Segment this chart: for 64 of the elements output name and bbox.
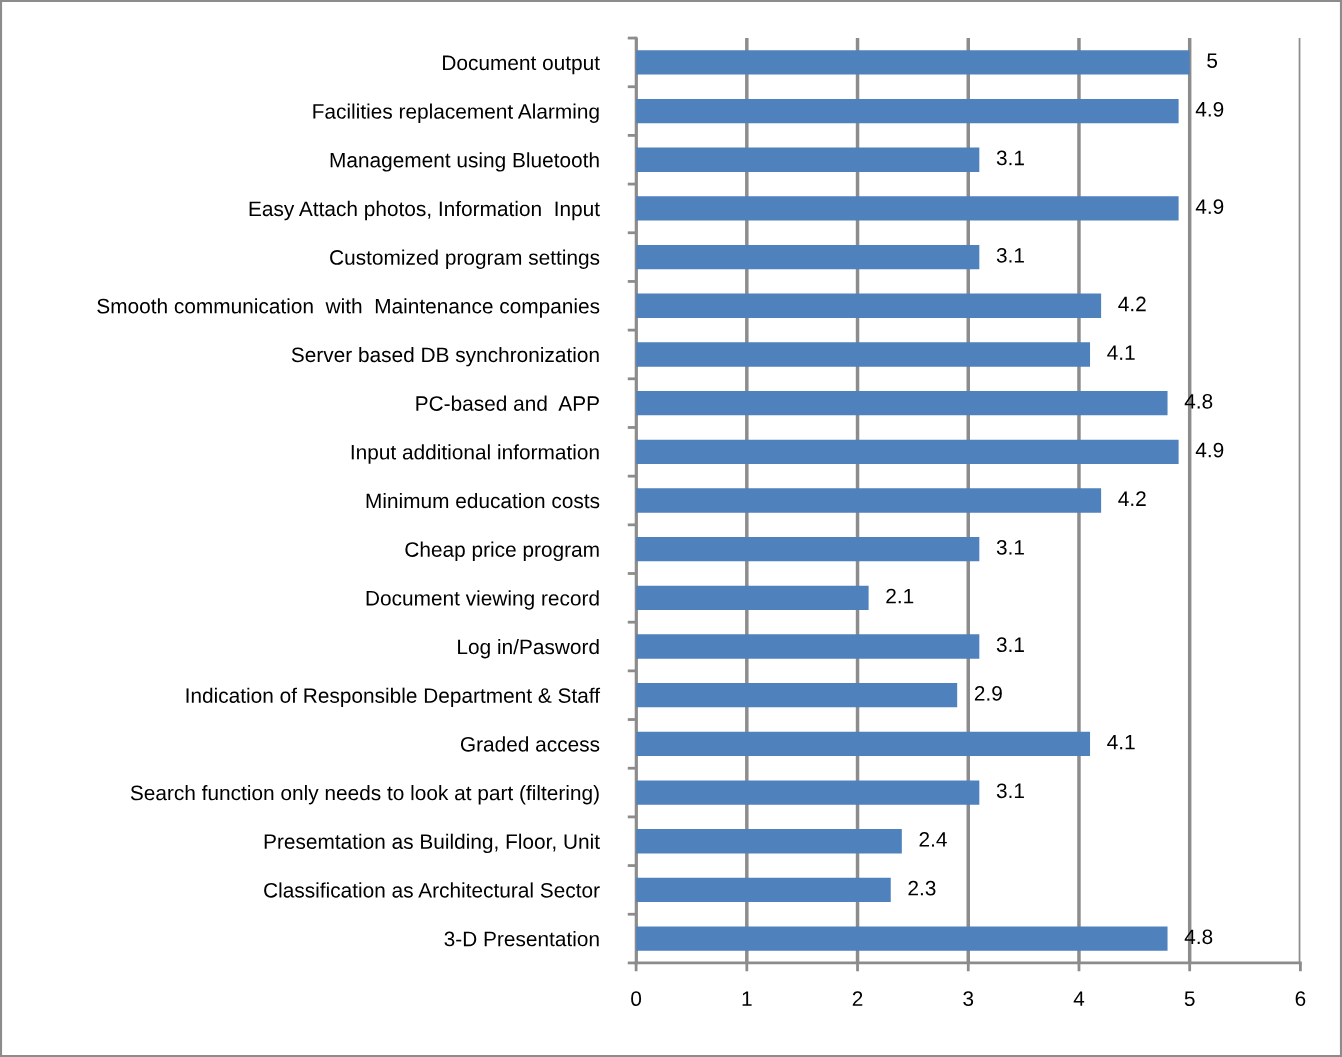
data-label: 5 <box>1207 53 1218 68</box>
y-tick-label: Cheap price program <box>405 541 599 562</box>
data-label: 3.1 <box>996 783 1024 799</box>
bar <box>636 488 1102 513</box>
bar <box>636 244 980 270</box>
bar <box>636 342 1091 367</box>
data-label: 2.3 <box>908 880 936 896</box>
bar <box>636 439 1179 464</box>
bar <box>636 196 1179 221</box>
y-tick-label: Input additional information <box>351 444 599 464</box>
data-label: 4.8 <box>1184 393 1213 409</box>
y-tick-label: Indication of Responsible Department & Staff <box>186 687 601 708</box>
y-tick-label: Server based DB synchronization <box>291 346 599 367</box>
y-tick-label: 3-D Presentation <box>444 931 599 947</box>
y-tick-label: PC-based and APP <box>416 395 599 411</box>
bar <box>636 634 980 659</box>
y-tick-label: Customized program settings <box>330 249 600 269</box>
bar <box>636 829 902 854</box>
y-tick-label: Easy Attach photos, Information Input <box>249 200 600 221</box>
data-label: 2.4 <box>919 832 947 847</box>
data-label: 3.1 <box>996 247 1024 263</box>
bar <box>636 147 980 172</box>
bar <box>636 731 1091 757</box>
x-tick-label: 5 <box>1184 991 1195 1007</box>
data-label: 4.9 <box>1195 442 1224 458</box>
y-tick-label: Facilities replacement Alarming <box>313 103 599 123</box>
data-label: 3.1 <box>996 637 1024 653</box>
data-label: 2.1 <box>886 588 914 604</box>
y-tick-label: Smooth communication with Maintenance companies <box>97 298 600 318</box>
y-tick-label: Document viewing record <box>366 590 599 610</box>
y-tick-label: Minimum education costs <box>366 492 600 509</box>
y-tick-label: Presemtation as Building, Floor, Unit <box>264 833 600 854</box>
bar <box>636 780 980 805</box>
bar <box>636 390 1168 416</box>
data-label: 4.1 <box>1107 345 1135 360</box>
bar <box>636 585 869 611</box>
data-label: 2.9 <box>974 686 1002 701</box>
data-label: 4.9 <box>1195 101 1224 117</box>
bar <box>636 537 980 562</box>
x-tick-label: 3 <box>963 991 974 1007</box>
data-label: 4.9 <box>1195 199 1224 215</box>
data-label: 3.1 <box>996 540 1024 555</box>
data-label: 4.2 <box>1118 296 1146 312</box>
x-tick-label: 1 <box>742 991 752 1006</box>
data-label: 3.1 <box>996 150 1024 166</box>
y-tick-label: Management using Bluetooth <box>330 152 599 172</box>
x-tick-label: 2 <box>852 991 863 1006</box>
x-tick-label: 0 <box>631 991 642 1007</box>
x-tick-label: 4 <box>1073 991 1085 1006</box>
data-label: 4.8 <box>1184 929 1213 945</box>
data-label: 4.1 <box>1107 734 1135 750</box>
bar <box>636 293 1102 318</box>
y-tick-label: Log in/Pasword <box>458 638 599 659</box>
bar <box>636 50 1190 75</box>
bar <box>636 877 891 903</box>
y-tick-label: Search function only needs to look at part (filtering) <box>130 785 599 805</box>
bar <box>636 926 1168 951</box>
y-tick-label: Graded access <box>460 736 600 752</box>
x-tick-label: 6 <box>1295 991 1306 1007</box>
data-label: 4.2 <box>1118 491 1146 506</box>
bar <box>636 98 1179 124</box>
bar <box>636 683 958 708</box>
y-tick-label: Document output <box>443 55 600 75</box>
y-tick-label: Classification as Architectural Sector <box>264 882 600 898</box>
